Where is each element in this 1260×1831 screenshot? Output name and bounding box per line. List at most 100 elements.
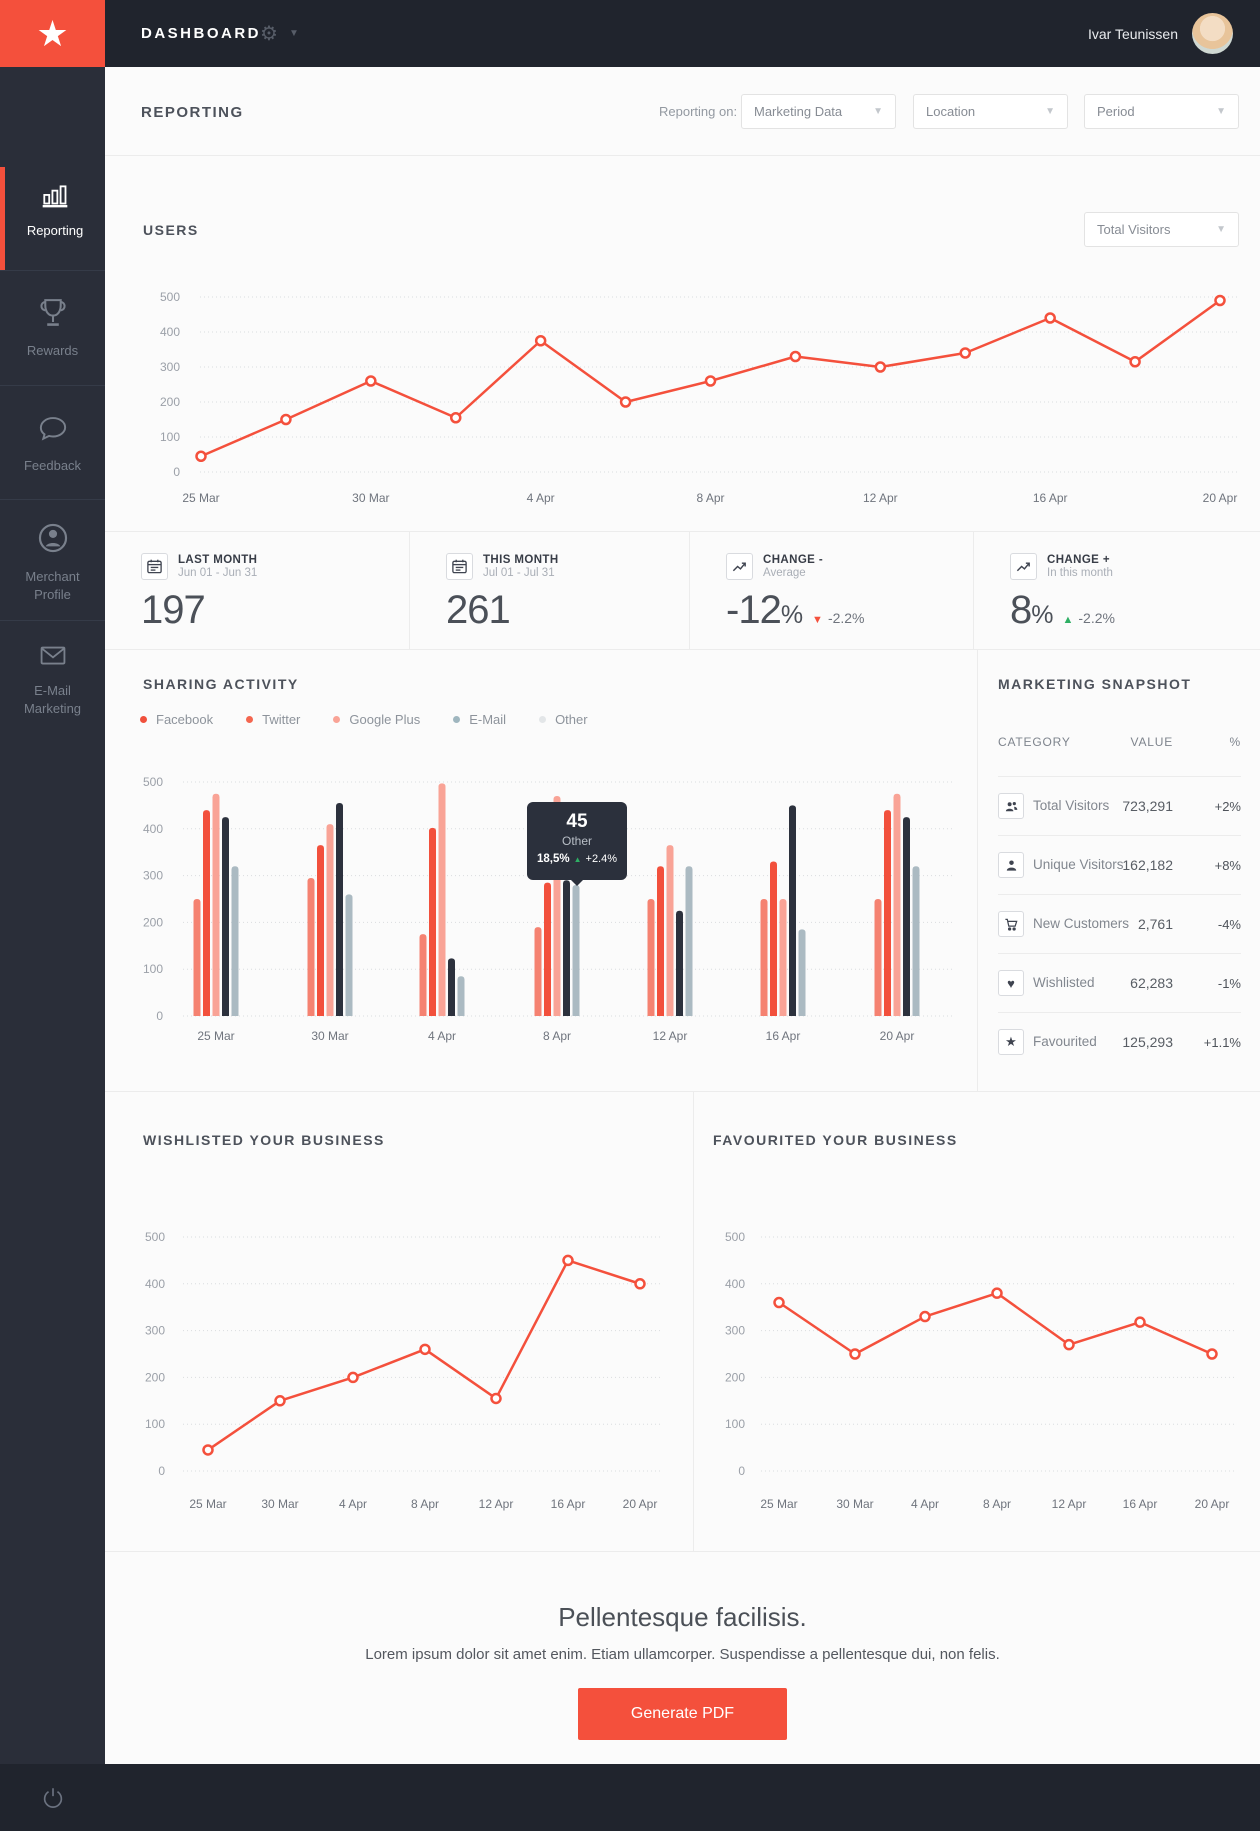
bottom-bar [0, 1764, 1260, 1831]
stat-unit: % [780, 601, 804, 629]
envelope-icon [40, 646, 65, 665]
svg-text:400: 400 [145, 1277, 165, 1291]
row-value: 723,291 [1122, 798, 1173, 814]
filter-label: Reporting on: [659, 104, 738, 119]
row-pct: -1% [1217, 976, 1241, 991]
legend-dot [539, 716, 547, 723]
stat-value: -12 [726, 588, 782, 632]
stat-subtitle: Jun 01 - Jun 31 [178, 567, 258, 579]
svg-text:8 Apr: 8 Apr [983, 1497, 1011, 1511]
svg-text:300: 300 [145, 1324, 165, 1338]
row-value: 62,283 [1130, 975, 1173, 991]
generate-pdf-button[interactable]: Generate PDF [578, 1688, 787, 1740]
marketing-snapshot-panel: MARKETING SNAPSHOT CATEGORY VALUE % Tota… [977, 650, 1260, 1091]
stat-subtitle: In this month [1047, 567, 1113, 579]
svg-text:25 Mar: 25 Mar [197, 1029, 234, 1043]
sidebar-item-feedback[interactable]: Feedback [0, 412, 105, 502]
sidebar-divider [0, 385, 105, 386]
svg-text:16 Apr: 16 Apr [551, 1497, 586, 1511]
chevron-down-icon[interactable]: ▼ [289, 28, 299, 39]
triangle-up-icon: ▲ [573, 854, 582, 864]
star-logo-icon: ★ [36, 12, 69, 54]
svg-text:12 Apr: 12 Apr [479, 1497, 514, 1511]
sidebar-item-label: Merchant [25, 569, 80, 584]
column-pct: % [1229, 735, 1241, 749]
svg-text:500: 500 [725, 1230, 745, 1244]
svg-text:4 Apr: 4 Apr [911, 1497, 939, 1511]
dropdown-value: Marketing Data [754, 104, 843, 119]
sharing-legend: Facebook Twitter Google Plus E-Mail Othe… [140, 712, 588, 727]
svg-text:25 Mar: 25 Mar [760, 1497, 797, 1511]
legend-dot [333, 716, 341, 723]
table-row: Total Visitors 723,291 +2% [998, 776, 1241, 835]
row-value: 162,182 [1122, 857, 1173, 873]
chevron-down-icon: ▼ [1216, 224, 1226, 235]
svg-text:30 Mar: 30 Mar [311, 1029, 348, 1043]
stat-title: THIS MONTH [483, 554, 559, 566]
users-icon [998, 793, 1024, 819]
row-value: 2,761 [1137, 916, 1173, 932]
svg-text:200: 200 [143, 915, 163, 929]
filter-dropdown-period[interactable]: Period ▼ [1084, 94, 1239, 129]
svg-text:20 Apr: 20 Apr [1203, 491, 1238, 505]
filter-dropdown-reporting-on[interactable]: Marketing Data ▼ [741, 94, 896, 129]
snapshot-title: MARKETING SNAPSHOT [998, 676, 1192, 692]
sharing-bar-chart: 0 100 200 300 400 500 25 Mar 30 Mar 4 Apr 8 Apr 12… [143, 775, 955, 1043]
stat-title: LAST MONTH [178, 554, 258, 566]
svg-text:400: 400 [160, 325, 180, 339]
stat-value: 197 [141, 588, 206, 632]
svg-text:500: 500 [160, 290, 180, 304]
app-logo[interactable]: ★ [0, 0, 105, 67]
favourited-section-title: FAVOURITED YOUR BUSINESS [713, 1132, 958, 1148]
sidebar-divider [0, 620, 105, 621]
svg-text:500: 500 [143, 775, 163, 789]
tooltip-pct: 18,5% [536, 853, 570, 865]
svg-text:200: 200 [725, 1370, 745, 1384]
row-label: Unique Visitors [1033, 857, 1124, 872]
users-line-chart: 0 100 200 300 400 500 25 Mar 30 Mar 4 Apr 8 Apr 12… [160, 290, 1240, 505]
stats-row: LAST MONTH Jun 01 - Jun 31 197 THIS MONT… [105, 531, 1260, 650]
top-bar: ★ DASHBOARD ⚙ ▼ Ivar Teunissen [0, 0, 1260, 67]
stat-card-last-month: LAST MONTH Jun 01 - Jun 31 197 [105, 532, 410, 649]
legend-label: E-Mail [469, 712, 507, 727]
line-chart-icon [1010, 553, 1037, 580]
header-divider [105, 155, 1260, 156]
heart-icon: ♥ [998, 970, 1024, 996]
sharing-section-title: SHARING ACTIVITY [143, 676, 299, 692]
sidebar-item-email-marketing[interactable]: E-Mail Marketing [0, 639, 105, 744]
svg-text:100: 100 [725, 1417, 745, 1431]
stat-card-change-plus: CHANGE + In this month 8% ▲ -2.2% [974, 532, 1260, 649]
legend-label: Facebook [156, 712, 214, 727]
sidebar-item-reporting[interactable]: Reporting [0, 167, 105, 270]
sidebar-item-rewards[interactable]: Rewards [0, 295, 105, 385]
svg-text:16 Apr: 16 Apr [1123, 1497, 1158, 1511]
trophy-icon [39, 299, 66, 326]
sidebar-item-label: E-Mail [34, 683, 71, 698]
gear-icon[interactable]: ⚙ [260, 23, 278, 45]
tooltip-label: Other [561, 834, 592, 848]
svg-text:20 Apr: 20 Apr [1195, 1497, 1230, 1511]
stat-card-this-month: THIS MONTH Jul 01 - Jul 31 261 [410, 532, 690, 649]
legend-item-other: Other [539, 712, 588, 727]
filter-dropdown-location[interactable]: Location ▼ [913, 94, 1068, 129]
logout-button[interactable] [0, 1764, 105, 1831]
sidebar-divider [0, 270, 105, 271]
users-metric-dropdown[interactable]: Total Visitors ▼ [1084, 212, 1239, 247]
bar-chart-icon [42, 185, 68, 208]
cart-icon [998, 911, 1024, 937]
chevron-down-icon: ▼ [1216, 106, 1226, 117]
speech-bubble-icon [39, 417, 66, 441]
row-pct: -4% [1217, 917, 1241, 932]
snapshot-table-header: CATEGORY VALUE % [978, 735, 1260, 755]
wishlisted-line-chart: 0 100 200 300 400 500 25 Mar 30 Mar 4 Apr 8 Apr 12… [145, 1230, 660, 1511]
users-section-title: USERS [143, 222, 199, 238]
sidebar-item-merchant-profile[interactable]: Merchant Profile [0, 519, 105, 624]
svg-text:30 Mar: 30 Mar [352, 491, 389, 505]
row-label: Favourited [1033, 1034, 1097, 1049]
avatar[interactable] [1192, 13, 1233, 54]
calendar-icon [141, 553, 168, 580]
svg-text:4 Apr: 4 Apr [339, 1497, 367, 1511]
sidebar-item-label-2: Profile [34, 586, 71, 602]
table-row: Unique Visitors 162,182 +8% [998, 835, 1241, 894]
stat-subtitle: Jul 01 - Jul 31 [483, 567, 555, 579]
